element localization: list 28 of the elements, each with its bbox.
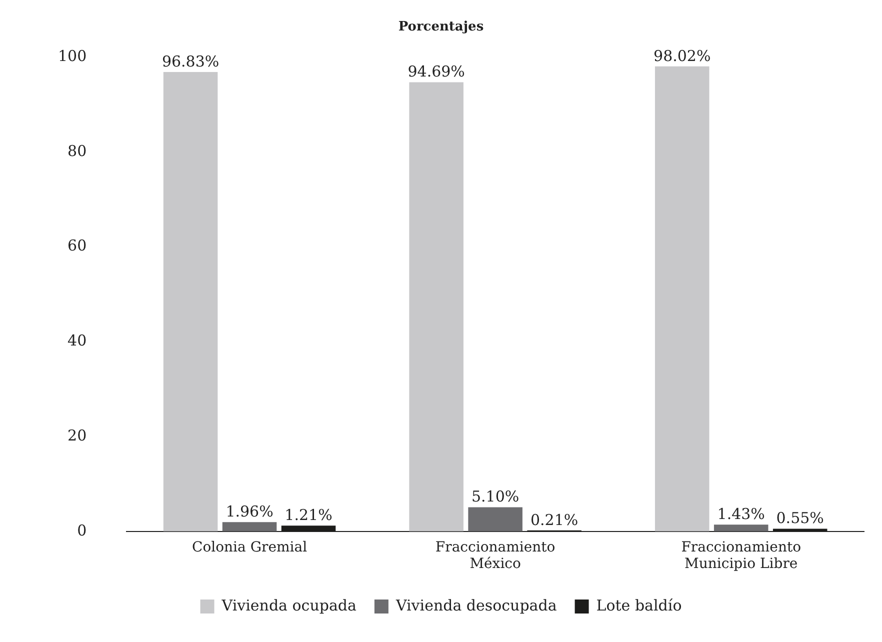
y-tick-label: 0 — [77, 521, 87, 540]
y-tick-label: 60 — [68, 236, 87, 255]
x-tick-label: Fraccionamiento México — [435, 539, 556, 572]
bar — [163, 72, 218, 532]
y-tick-label: 80 — [68, 142, 87, 160]
data-label: 96.83% — [162, 52, 220, 70]
bar — [409, 82, 464, 532]
y-tick-label: 100 — [58, 46, 87, 65]
x-tick-label: Colonia Gremial — [192, 539, 308, 556]
data-label: 0.55% — [776, 509, 824, 528]
data-label: 5.10% — [471, 488, 520, 506]
bar — [714, 524, 768, 532]
x-tick-label: Fraccionamiento Municipio Libre — [681, 539, 802, 572]
bar — [222, 522, 277, 532]
data-label: 94.69% — [408, 62, 465, 81]
legend-label: Lote baldío — [596, 596, 682, 614]
data-label: 0.21% — [530, 510, 578, 529]
bar — [654, 66, 710, 532]
chart-title: Porcentajes — [398, 20, 484, 35]
data-label: 98.02% — [654, 46, 711, 65]
y-tick-label: 20 — [68, 426, 87, 444]
legend-label: Vivienda ocupada — [220, 596, 356, 614]
y-tick-label: 40 — [68, 332, 87, 350]
legend-label: Vivienda desocupada — [394, 596, 557, 614]
bar — [468, 507, 522, 532]
data-label: 1.21% — [284, 506, 332, 524]
data-label: 1.96% — [226, 502, 274, 520]
data-label: 1.43% — [717, 505, 765, 524]
